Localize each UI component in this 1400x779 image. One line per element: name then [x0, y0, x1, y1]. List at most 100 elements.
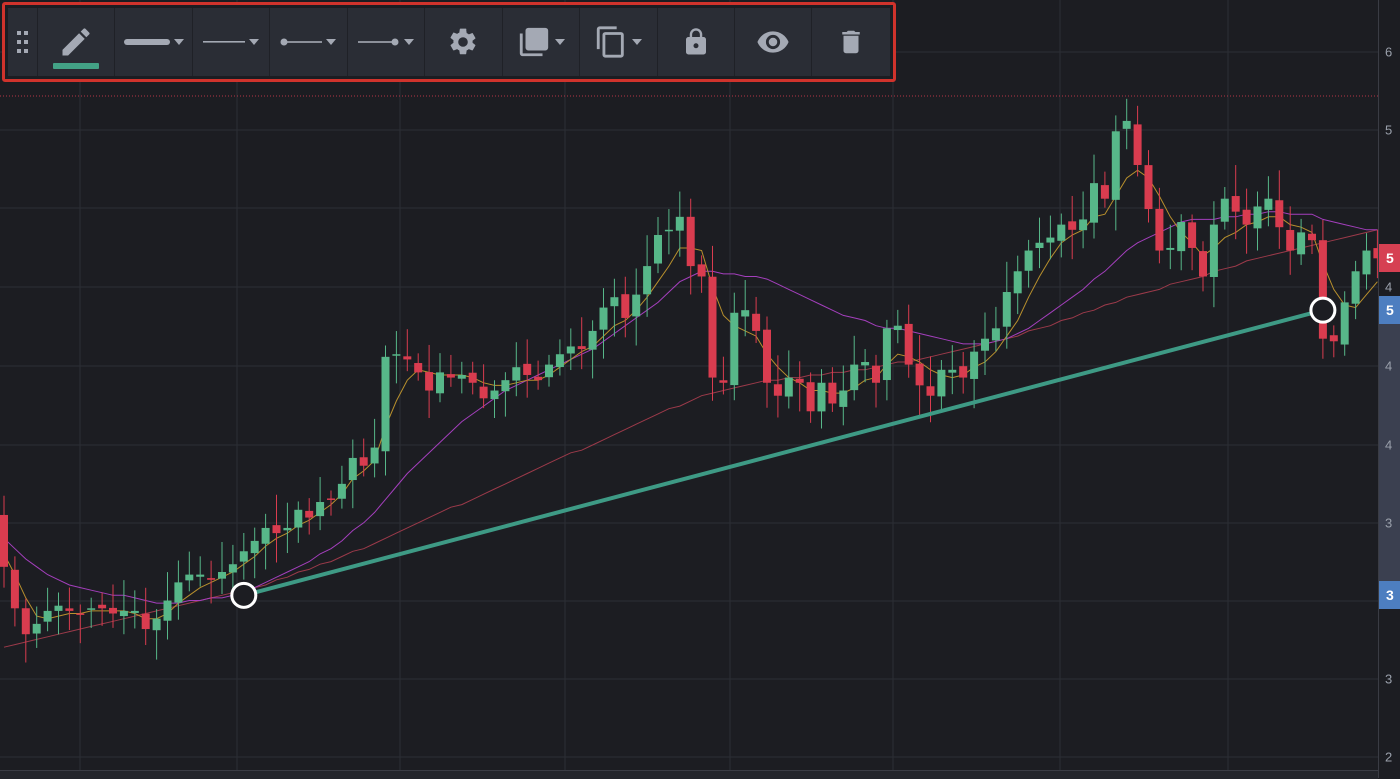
candle-body: [882, 328, 891, 381]
trendline-end-handle[interactable]: [1309, 296, 1337, 324]
candle-body: [1264, 198, 1273, 210]
lock-button[interactable]: [658, 8, 736, 76]
price-axis-tick-label: 2: [1385, 749, 1393, 765]
line-end-point-icon: [357, 38, 399, 46]
trendline-end-price-badge: 5: [1379, 296, 1400, 325]
line-style-button[interactable]: [193, 8, 271, 76]
candle-body: [675, 216, 684, 231]
current-price-badge: 5: [1379, 244, 1400, 273]
candle-body: [839, 390, 848, 407]
time-axis-strip[interactable]: [0, 770, 1378, 779]
candle-body: [1340, 302, 1349, 345]
candle-body: [109, 607, 117, 614]
toolbar-drag-handle[interactable]: [8, 8, 38, 76]
candle-body: [327, 498, 335, 500]
chevron-down-icon: [326, 39, 337, 45]
candle-body: [512, 367, 521, 381]
candle-body: [1231, 196, 1240, 212]
visibility-button[interactable]: [735, 8, 813, 76]
candle-body: [1275, 200, 1284, 228]
candle-body: [1286, 229, 1295, 251]
candle-body: [141, 613, 150, 630]
candle-body: [610, 297, 619, 307]
candle-body: [43, 610, 52, 622]
candle-body: [1362, 250, 1371, 275]
candle-body: [1155, 208, 1164, 251]
candle-body: [632, 294, 641, 317]
candle-body: [76, 613, 85, 615]
candle-body: [1002, 292, 1011, 327]
candle-body: [741, 310, 750, 317]
candle-body: [392, 354, 401, 356]
trendline[interactable]: [241, 308, 1325, 598]
candle-body: [566, 346, 575, 354]
candle-body: [926, 386, 935, 396]
candle-body: [708, 276, 717, 378]
line-end-button[interactable]: [348, 8, 426, 76]
candle-body: [381, 356, 390, 452]
grip-dots-icon: [17, 31, 29, 53]
trash-icon: [842, 30, 860, 54]
trendline-start-handle[interactable]: [230, 581, 258, 609]
candle-body: [174, 582, 183, 603]
drawing-tool-button[interactable]: [38, 8, 116, 76]
pencil-icon: [62, 28, 90, 56]
candle-body: [643, 266, 652, 295]
candle-body: [1144, 165, 1153, 210]
price-axis-tick-label: 3: [1385, 515, 1393, 531]
chevron-down-icon: [403, 39, 414, 45]
candle-body: [1308, 233, 1316, 241]
candle-body: [686, 216, 695, 267]
line-start-point-icon: [280, 38, 323, 46]
bring-to-front-button[interactable]: [503, 8, 581, 76]
candle-body: [1068, 221, 1077, 230]
candle-body: [1035, 242, 1044, 249]
candle-body: [261, 527, 270, 544]
candle-body: [370, 447, 379, 464]
candle-body: [1111, 131, 1120, 200]
candle-body: [152, 618, 161, 631]
candle-body: [948, 369, 957, 373]
copy-icon: [597, 26, 625, 58]
delete-button[interactable]: [812, 8, 889, 76]
active-color-indicator: [52, 63, 100, 69]
candle-body: [185, 574, 194, 581]
candle-body: [1079, 219, 1088, 231]
price-axis-tick-label: 3: [1385, 671, 1393, 687]
candle-body: [403, 356, 412, 360]
candle-body: [1188, 222, 1197, 248]
line-width-button[interactable]: [115, 8, 193, 76]
candle-body: [414, 363, 423, 373]
line-style-icon: [202, 41, 245, 43]
candle-body: [0, 514, 8, 567]
candle-body: [163, 600, 172, 621]
candle-body: [490, 390, 499, 400]
candle-body: [294, 509, 303, 528]
gear-icon: [450, 28, 476, 55]
candle-body: [523, 363, 532, 375]
trendline-start-price-badge: 3: [1379, 581, 1400, 610]
candle-body: [697, 264, 706, 277]
candle-body: [664, 229, 673, 232]
candle-body: [65, 608, 74, 611]
candle-body: [1329, 335, 1338, 342]
candle-body: [1297, 232, 1306, 255]
candle-body: [991, 328, 1000, 341]
chevron-down-icon: [632, 39, 643, 45]
chevron-down-icon: [173, 39, 184, 45]
settings-button[interactable]: [425, 8, 503, 76]
line-start-button[interactable]: [270, 8, 348, 76]
candle-body: [207, 578, 216, 580]
candle-body: [719, 380, 728, 383]
candle-body: [283, 527, 292, 531]
candle-body: [1024, 250, 1033, 271]
clone-button[interactable]: [580, 8, 658, 76]
candle-body: [752, 313, 761, 331]
candle-body: [872, 365, 880, 383]
price-axis-tick-label: 4: [1385, 437, 1393, 453]
candle-body: [10, 569, 19, 609]
candle-body: [861, 362, 870, 366]
